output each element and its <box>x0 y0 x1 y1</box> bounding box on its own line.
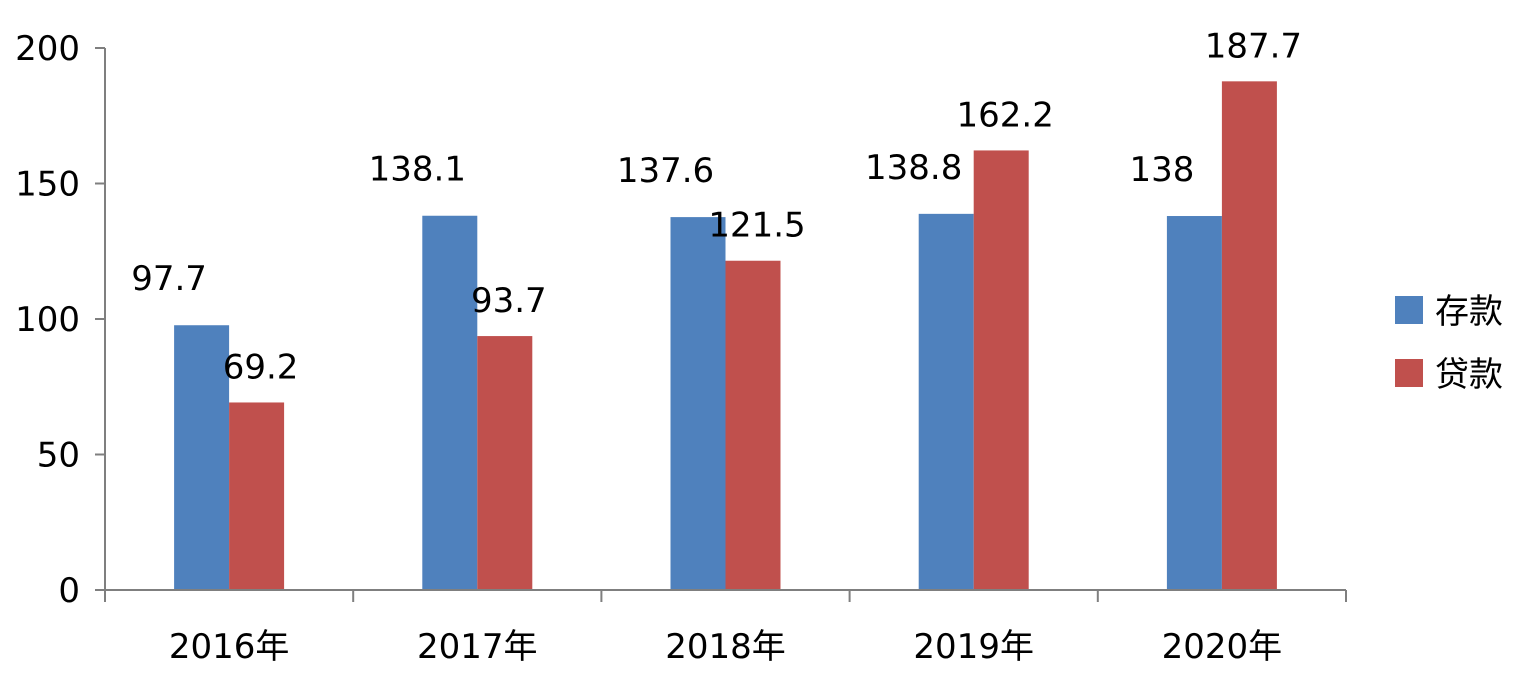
y-tick-label: 100 <box>15 300 80 340</box>
y-tick-label: 50 <box>37 436 80 476</box>
data-label: 187.7 <box>1205 26 1302 66</box>
data-label: 138 <box>1129 150 1194 190</box>
data-label: 97.7 <box>131 259 207 299</box>
data-labels: 97.7 69.2 138.1 93.7 137.6 121.5 138.8 162.2 138… <box>131 26 1302 387</box>
legend-swatch <box>1395 296 1423 324</box>
x-axis-ticks <box>104 590 1347 602</box>
legend-label: 存款 <box>1435 292 1503 332</box>
bars <box>174 81 1277 591</box>
bar-loan <box>725 260 781 590</box>
data-label: 137.6 <box>617 151 714 191</box>
data-label: 93.7 <box>471 281 547 321</box>
data-label: 69.2 <box>223 347 299 387</box>
bar-loan <box>1221 81 1277 590</box>
bar-loan <box>973 150 1029 591</box>
y-tick-label: 200 <box>15 29 80 69</box>
x-category-label: 2017年 <box>417 627 538 667</box>
axes <box>104 48 1346 591</box>
bar-deposit <box>422 215 478 590</box>
legend-label: 贷款 <box>1435 355 1503 395</box>
x-category-label: 2016年 <box>169 627 290 667</box>
bar-deposit <box>1166 216 1222 590</box>
y-tick-label: 0 <box>58 571 80 611</box>
data-label: 121.5 <box>708 206 805 246</box>
data-label: 138.8 <box>865 148 962 188</box>
bar-loan <box>229 402 285 590</box>
y-tick-label: 150 <box>15 165 80 205</box>
y-axis-ticks: 0 50 100 150 200 <box>15 29 105 611</box>
data-label: 162.2 <box>957 95 1054 135</box>
x-category-label: 2019年 <box>913 627 1034 667</box>
x-category-label: 2018年 <box>665 627 786 667</box>
x-category-label: 2020年 <box>1162 627 1283 667</box>
data-label: 138.1 <box>369 150 466 190</box>
category-labels: 2016年 2017年 2018年 2019年 2020年 <box>169 627 1282 667</box>
bar-loan <box>477 336 533 590</box>
legend-swatch <box>1395 359 1423 387</box>
bar-deposit <box>670 217 726 590</box>
bar-deposit <box>174 325 230 590</box>
bar-deposit <box>918 213 974 591</box>
